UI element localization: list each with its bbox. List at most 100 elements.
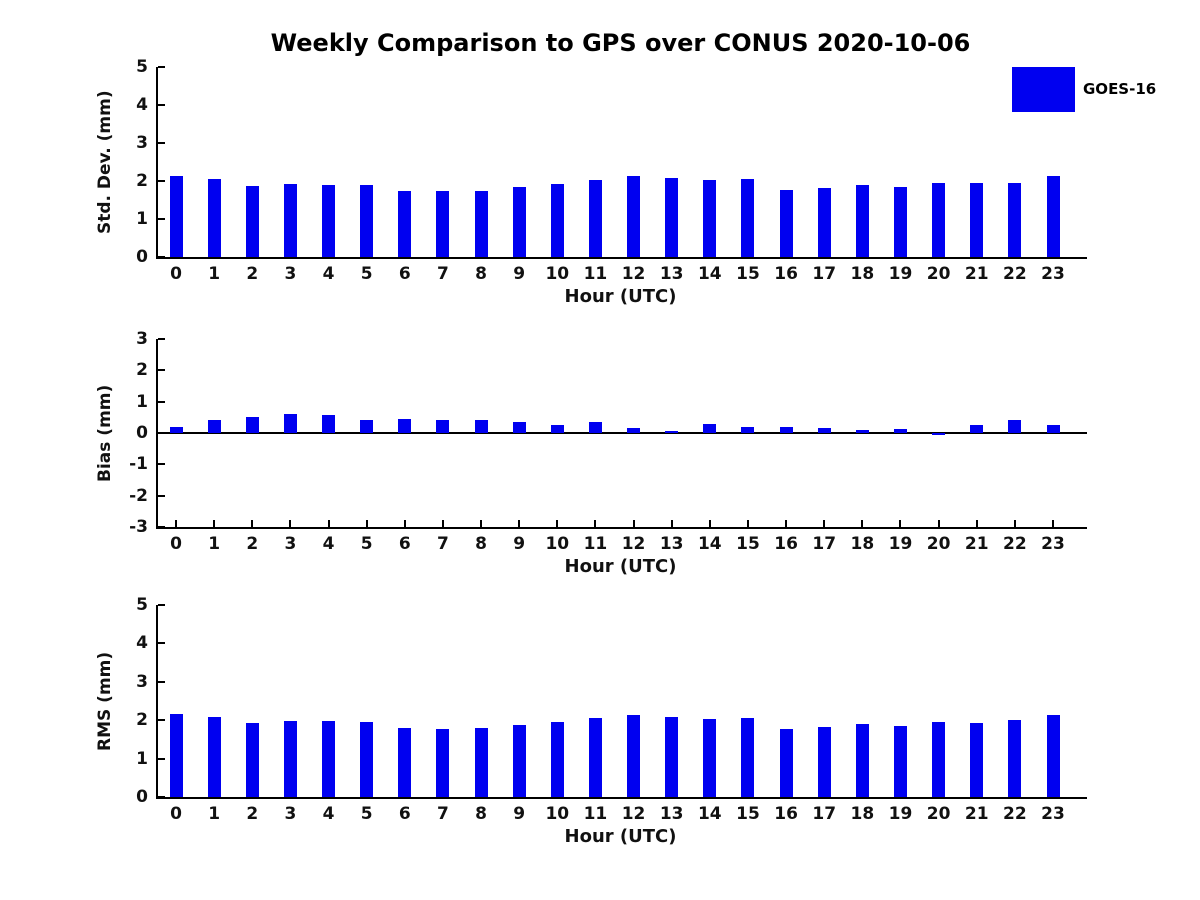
y-tick-mark: [158, 463, 165, 466]
x-tick-mark: [594, 520, 597, 527]
bar-hour-18: [855, 185, 869, 257]
bar-hour-3: [283, 720, 297, 797]
legend-label: GOES-16: [1083, 80, 1157, 98]
x-tick-label: 12: [621, 804, 646, 824]
y-tick-mark: [158, 642, 165, 645]
x-tick-label: 7: [436, 264, 449, 284]
plot-area-rms: 0 1 2 3 4 5 0 1 2 3 4 5 6 7 8 9 10 11 12 13 14 15 16 17 18 19 20 21…: [136, 595, 1087, 824]
chart-title: Weekly Comparison to GPS over CONUS 2020…: [270, 29, 971, 57]
x-tick-label: 11: [583, 804, 608, 824]
bar-hour-10: [550, 424, 564, 433]
bar-hour-21: [970, 722, 984, 797]
bar-hour-0: [169, 176, 183, 257]
bar-hour-1: [207, 420, 221, 433]
bar-hour-2: [245, 417, 259, 433]
bar-hour-9: [512, 725, 526, 797]
x-tick-label: 10: [545, 534, 570, 554]
x-tick-label: 15: [736, 534, 760, 554]
x-tick-label: 16: [774, 264, 798, 284]
bar-hour-4: [322, 415, 336, 433]
y-tick-label: 3: [136, 671, 148, 692]
x-tick-label: 2: [246, 264, 259, 284]
x-tick-label: 8: [475, 804, 487, 824]
y-tick-mark: [158, 104, 165, 106]
x-tick-label: 15: [736, 264, 760, 284]
x-tick-mark: [251, 520, 254, 527]
bar-hour-21: [970, 425, 984, 433]
x-tick-label: 19: [888, 264, 913, 284]
bar-hour-18: [855, 724, 869, 797]
bar-hour-8: [474, 728, 488, 797]
bar-hour-2: [245, 185, 259, 257]
x-tick-mark: [1013, 520, 1016, 527]
y-tick-mark: [158, 142, 165, 144]
x-tick-label: 19: [888, 534, 913, 554]
bar-hour-12: [627, 715, 641, 797]
y-tick-mark: [158, 218, 165, 220]
x-tick-mark: [785, 520, 788, 527]
x-axis-label-bias: Hour (UTC): [564, 556, 677, 577]
x-tick-label: 11: [583, 534, 608, 554]
y-tick-mark: [158, 796, 165, 798]
x-tick-mark: [327, 520, 330, 527]
x-tick-label: 15: [736, 804, 760, 824]
x-tick-label: 0: [170, 804, 182, 824]
y-tick-mark: [158, 180, 165, 182]
x-tick-label: 5: [360, 264, 373, 284]
x-tick-label: 13: [659, 264, 684, 284]
x-tick-label: 20: [926, 264, 951, 284]
bar-hour-16: [779, 728, 793, 797]
bar-hour-18: [855, 430, 869, 433]
x-tick-label: 5: [360, 534, 373, 554]
x-tick-mark: [632, 520, 635, 527]
x-tick-label: 7: [436, 804, 449, 824]
y-tick-mark: [158, 757, 165, 760]
y-tick-label: -2: [129, 485, 148, 506]
y-tick-label: 1: [136, 391, 148, 412]
bar-hour-22: [1008, 182, 1022, 257]
x-tick-label: 23: [1041, 264, 1065, 284]
bar-hour-17: [817, 427, 831, 433]
x-tick-mark: [899, 520, 902, 527]
bar-hour-11: [588, 718, 602, 797]
x-tick-label: 4: [322, 804, 335, 824]
x-tick-label: 2: [246, 534, 259, 554]
bar-hour-5: [360, 185, 374, 257]
bar-hour-10: [550, 722, 564, 797]
bar-hour-15: [741, 178, 755, 257]
x-tick-mark: [861, 520, 864, 527]
legend-swatch-goes16: [1012, 67, 1075, 112]
plot-area-bias: -3 -2 -1 0 1 2 3 0 1 2 3 4 5 6 7 8 9 10 11 12 13 14 15 16 17 18 19…: [129, 329, 1087, 554]
x-tick-label: 0: [170, 264, 182, 284]
x-tick-mark: [365, 520, 368, 527]
bar-hour-5: [360, 722, 374, 797]
y-tick-label: 5: [136, 595, 148, 615]
bar-hour-6: [398, 418, 412, 433]
x-tick-mark: [175, 520, 177, 527]
y-tick-mark: [158, 604, 165, 606]
x-tick-label: 3: [284, 264, 297, 284]
x-tick-label: 23: [1041, 534, 1065, 554]
x-tick-mark: [1052, 520, 1054, 527]
y-tick-label: -1: [129, 454, 148, 475]
bar-hour-20: [932, 182, 946, 257]
x-tick-mark: [746, 520, 749, 527]
x-tick-mark: [213, 520, 216, 527]
x-tick-label: 22: [1003, 804, 1027, 824]
bar-hour-9: [512, 187, 526, 257]
x-tick-label: 3: [284, 804, 297, 824]
x-tick-label: 3: [284, 534, 297, 554]
y-tick-label: 2: [136, 710, 148, 731]
x-tick-mark: [441, 520, 444, 527]
bar-hour-13: [665, 177, 679, 257]
x-tick-label: 7: [436, 534, 449, 554]
bar-hour-4: [322, 720, 336, 797]
x-tick-label: 9: [513, 534, 526, 554]
y-tick-mark: [158, 494, 165, 497]
x-tick-label: 1: [208, 534, 221, 554]
x-tick-label: 2: [246, 804, 259, 824]
x-tick-label: 23: [1041, 804, 1065, 824]
bar-hour-14: [703, 179, 717, 257]
x-tick-label: 9: [513, 264, 526, 284]
x-tick-label: 10: [545, 264, 570, 284]
